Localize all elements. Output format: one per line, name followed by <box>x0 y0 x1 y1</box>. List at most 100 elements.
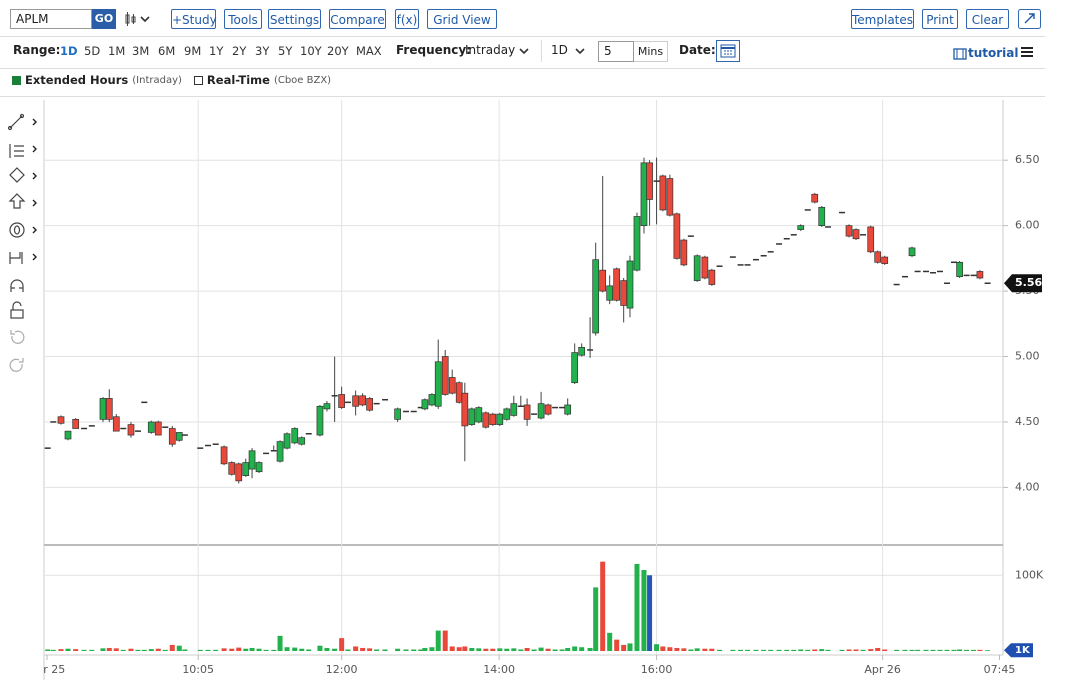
candle-body <box>626 260 634 309</box>
range-option[interactable]: MAX <box>356 44 382 58</box>
candle-body <box>666 178 674 216</box>
volume-bar <box>702 648 708 651</box>
range-option[interactable]: 1Y <box>209 44 224 58</box>
candle-body <box>338 394 345 408</box>
volume-bar <box>730 649 736 651</box>
volume-bar <box>45 649 51 651</box>
toolbar-button[interactable]: Templates <box>851 9 914 29</box>
period-select[interactable]: 1D <box>551 43 568 57</box>
candle-body <box>680 239 688 266</box>
menu-button[interactable] <box>1020 45 1034 59</box>
candle-body <box>571 352 579 384</box>
candle-body <box>235 463 243 482</box>
candle-body <box>461 392 469 427</box>
volume-bar <box>324 647 330 651</box>
range-option[interactable]: 5D <box>84 44 101 58</box>
volume-bar <box>545 648 551 651</box>
candle-body <box>606 285 614 301</box>
volume-bar <box>442 630 448 651</box>
candle-body <box>523 404 531 420</box>
frequency-select[interactable]: Intraday <box>465 43 516 57</box>
range-option[interactable]: 9M <box>184 44 202 58</box>
range-option[interactable]: 3M <box>132 44 150 58</box>
range-option[interactable]: 3Y <box>255 44 270 58</box>
volume-bar <box>784 649 790 651</box>
volume-bar <box>284 647 290 651</box>
x-tick-label: 10:05 <box>182 663 214 676</box>
volume-bar <box>456 647 462 651</box>
volume-bar <box>593 587 599 651</box>
candle-body <box>468 408 476 425</box>
volume-bar <box>176 645 182 651</box>
volume-bar <box>113 648 119 651</box>
volume-bar <box>58 649 64 651</box>
toolbar-button[interactable]: +Study <box>171 9 217 29</box>
candle-body <box>72 419 80 429</box>
volume-bar <box>135 649 141 651</box>
volume-bar <box>674 647 680 651</box>
volume-bar <box>860 649 866 651</box>
range-option[interactable]: 1D <box>60 44 78 58</box>
candle-body <box>475 407 483 423</box>
range-option[interactable]: 10Y <box>300 44 322 58</box>
toolbar-button[interactable]: Settings <box>268 9 321 29</box>
volume-bar <box>382 649 388 651</box>
range-option[interactable]: 2Y <box>232 44 247 58</box>
legend-swatch <box>193 76 203 85</box>
candle-body <box>154 421 162 436</box>
date-picker[interactable] <box>716 40 740 62</box>
volume-bar <box>971 649 977 651</box>
volume-bar <box>559 649 565 651</box>
candle-body <box>298 437 306 445</box>
volume-bar <box>923 649 929 651</box>
volume-bar <box>930 649 936 651</box>
candle-body <box>544 404 552 415</box>
volume-bar <box>579 647 585 651</box>
expand-button[interactable] <box>1018 9 1041 29</box>
interval-unit: Mins <box>634 41 668 62</box>
candle-body <box>105 398 113 420</box>
volume-bar <box>292 647 298 651</box>
toolbar-button[interactable]: Compare <box>329 9 386 29</box>
volume-bar <box>50 649 56 651</box>
volume-bar <box>263 649 269 651</box>
range-option[interactable]: 20Y <box>327 44 349 58</box>
tool-line <box>9 115 23 129</box>
range-option[interactable]: 5Y <box>278 44 293 58</box>
volume-bar <box>128 648 134 651</box>
last-volume-badge <box>1004 643 1033 658</box>
legend-name: Real-Time <box>206 73 270 87</box>
candle-body <box>428 394 436 406</box>
candle-body <box>956 261 963 278</box>
candle-body <box>633 216 641 271</box>
volume-bar <box>271 649 277 651</box>
volume-bar <box>256 648 262 651</box>
volume-bar <box>660 646 666 651</box>
volume-bar <box>221 648 227 651</box>
chart-type-menu[interactable] <box>124 11 154 27</box>
interval-input[interactable]: 5 <box>598 41 634 62</box>
toolbar-button[interactable]: Print <box>922 9 958 29</box>
candle-body <box>316 405 324 436</box>
candle-body <box>291 428 299 444</box>
volume-bar <box>572 646 578 651</box>
tutorial-link[interactable]: tutorial <box>968 46 1019 60</box>
toolbar-button[interactable]: Clear <box>966 9 1009 29</box>
candle-body <box>127 424 135 436</box>
ticker-input[interactable]: APLM <box>10 9 92 29</box>
candle-body <box>323 403 331 410</box>
volume-bar <box>944 649 950 651</box>
toolbar-button[interactable]: Tools <box>224 9 262 29</box>
legend-note: (Intraday) <box>132 75 182 86</box>
volume-bar <box>306 649 312 651</box>
toolbar-button[interactable]: Grid View <box>427 9 497 29</box>
candle-body <box>57 416 65 424</box>
toolbar-button[interactable]: f(x) <box>395 9 419 29</box>
volume-bar <box>148 649 154 651</box>
candle-body <box>228 462 236 475</box>
volume-bar <box>641 569 647 651</box>
go-button[interactable]: GO <box>92 9 116 29</box>
range-option[interactable]: 1M <box>108 44 126 58</box>
range-option[interactable]: 6M <box>158 44 176 58</box>
